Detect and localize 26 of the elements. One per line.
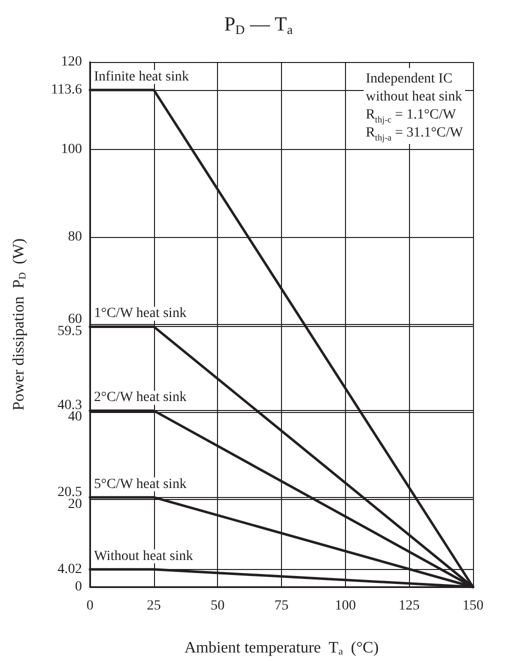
annotation: Independent IC xyxy=(366,72,452,86)
annotation: without heat sink xyxy=(366,90,462,104)
y-tick-label: 4.02 xyxy=(58,562,82,577)
y-tick-label: 20.5 xyxy=(58,484,82,500)
x-tick-label: 75 xyxy=(274,598,288,614)
x-tick-label: 125 xyxy=(398,598,420,614)
x-tick-label: 100 xyxy=(334,598,356,614)
x-tick-label: 25 xyxy=(146,598,161,614)
y-tick-label: 59.5 xyxy=(58,324,82,340)
y-tick-label: 113.6 xyxy=(51,82,82,98)
y-tick-label: 20 xyxy=(68,497,82,512)
x-tick-label: 0 xyxy=(86,598,94,614)
series-label: 1°C/W heat sink xyxy=(94,306,186,322)
series-label: 2°C/W heat sink xyxy=(94,390,186,406)
y-tick-label: 100 xyxy=(61,142,82,157)
y-tick-label: 80 xyxy=(68,230,82,244)
y-tick-label: 40 xyxy=(68,410,82,424)
y-tick-label: 0 xyxy=(75,580,82,594)
y-axis-title: Power dissipation PD (W) xyxy=(10,238,28,411)
series-label: Infinite heat sink xyxy=(94,70,189,84)
y-tick-label: 120 xyxy=(61,54,82,70)
x-tick-label: 150 xyxy=(462,598,484,614)
y-tick-label: 60 xyxy=(68,312,82,327)
series-label: Without heat sink xyxy=(94,548,193,564)
x-tick-label: 50 xyxy=(210,598,225,614)
series-label: 5°C/W heat sink xyxy=(94,476,186,492)
